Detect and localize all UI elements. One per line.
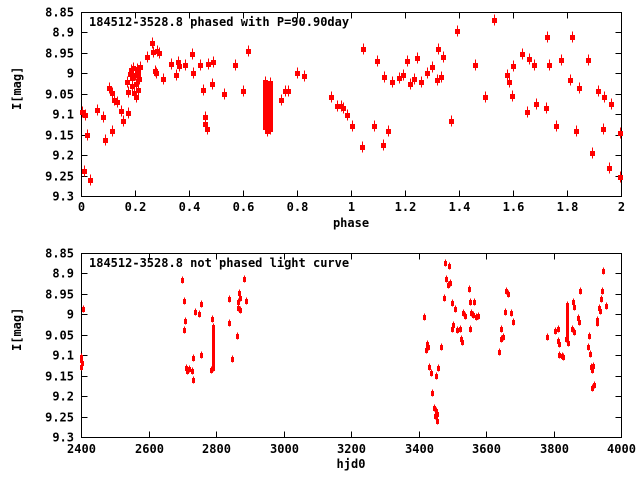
svg-text:9.15: 9.15 <box>45 370 74 384</box>
svg-text:1.2: 1.2 <box>395 200 417 214</box>
svg-text:3000: 3000 <box>270 442 299 456</box>
unphased-plot-title: 184512-3528.8 not phased light curve <box>89 256 350 270</box>
svg-text:9.1: 9.1 <box>52 349 74 363</box>
panel-phased: 0 0.2 0.4 0.6 0.8 1 1.2 1.4 1.6 1.8 2 8.85 8.9 8.95 9 9… <box>45 6 625 215</box>
svg-text:9.3: 9.3 <box>52 431 74 445</box>
svg-text:0.2: 0.2 <box>125 200 147 214</box>
svg-text:9.05: 9.05 <box>45 329 74 343</box>
svg-text:1.8: 1.8 <box>557 200 579 214</box>
svg-text:9.25: 9.25 <box>45 170 74 184</box>
data-points <box>80 259 608 425</box>
svg-text:0.8: 0.8 <box>287 200 309 214</box>
svg-text:9.2: 9.2 <box>52 149 74 163</box>
svg-text:8.95: 8.95 <box>45 47 74 61</box>
svg-text:3800: 3800 <box>540 442 569 456</box>
svg-text:9.05: 9.05 <box>45 88 74 102</box>
svg-text:8.85: 8.85 <box>45 247 74 261</box>
svg-text:0.6: 0.6 <box>233 200 255 214</box>
svg-text:8.9: 8.9 <box>52 26 74 40</box>
svg-text:4000: 4000 <box>607 442 636 456</box>
svg-text:2: 2 <box>618 200 625 214</box>
svg-text:1.4: 1.4 <box>449 200 471 214</box>
imag-axis-label-top: I[mag] <box>10 66 24 110</box>
svg-text:8.85: 8.85 <box>45 6 74 20</box>
svg-text:1.6: 1.6 <box>503 200 525 214</box>
svg-text:9.2: 9.2 <box>52 390 74 404</box>
hjd0-axis-label: hjd0 <box>336 457 366 471</box>
svg-text:9: 9 <box>67 308 74 322</box>
phased-plot-title: 184512-3528.8 phased with P=90.90day <box>89 15 350 29</box>
svg-text:9.15: 9.15 <box>45 129 74 143</box>
data-points <box>80 14 623 186</box>
svg-text:9: 9 <box>67 67 74 81</box>
svg-text:0.4: 0.4 <box>179 200 201 214</box>
svg-text:3400: 3400 <box>405 442 434 456</box>
svg-text:9.3: 9.3 <box>52 190 74 204</box>
svg-text:2400: 2400 <box>67 442 96 456</box>
imag-axis-label-bottom: I[mag] <box>10 307 24 351</box>
svg-text:9.25: 9.25 <box>45 411 74 425</box>
svg-text:2600: 2600 <box>135 442 164 456</box>
svg-text:1: 1 <box>348 200 355 214</box>
phase-axis-label: phase <box>332 216 370 230</box>
svg-text:2800: 2800 <box>202 442 231 456</box>
svg-text:3600: 3600 <box>472 442 501 456</box>
panel-unphased: 2400 2600 2800 3000 3200 3400 3600 3800 4000 8.85… <box>45 247 636 457</box>
svg-text:9.1: 9.1 <box>52 108 74 122</box>
svg-text:3200: 3200 <box>337 442 366 456</box>
svg-text:0: 0 <box>78 200 85 214</box>
svg-text:8.95: 8.95 <box>45 288 74 302</box>
svg-text:8.9: 8.9 <box>52 267 74 281</box>
